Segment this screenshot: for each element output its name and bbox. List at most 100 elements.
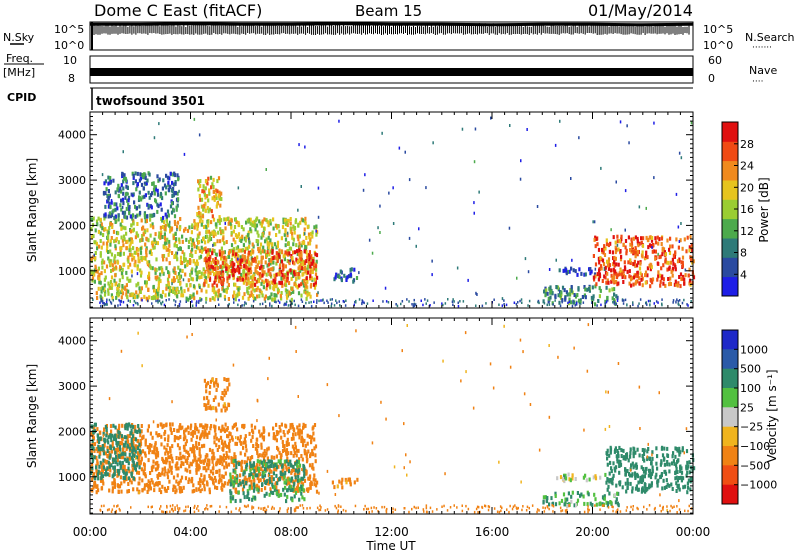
scatter-cell [204,432,206,436]
scatter-cell [306,293,308,297]
scatter-cell [145,454,147,458]
scatter-cell [218,194,220,198]
scatter-cell [160,266,162,270]
scatter-cell [217,231,219,235]
scatter-cell [152,481,154,485]
scatter-cell [135,179,137,183]
scatter-cell [670,282,672,286]
scatter-cell [238,223,240,227]
scatter-cell [282,267,284,271]
scatter-cell [110,222,112,226]
scatter-cell [204,193,206,197]
scatter-cell [219,221,221,225]
ground-scatter-cell [179,305,181,308]
scatter-cell [215,261,217,265]
ground-scatter-cell [538,302,540,305]
scatter-cell [425,186,427,189]
scatter-cell [113,473,115,477]
scatter-cell [600,264,602,268]
scatter-cell [254,283,256,287]
ground-scatter-cell [579,302,581,305]
scatter-cell [167,475,169,479]
scatter-cell [245,444,247,448]
scatter-cell [257,459,259,463]
ground-scatter-cell [673,299,675,302]
scatter-cell [110,435,112,439]
scatter-cell [208,462,210,466]
ground-scatter-cell [175,304,177,307]
scatter-cell [269,219,271,223]
scatter-cell [99,431,101,435]
scatter-cell [155,257,157,261]
scatter-cell [258,467,260,471]
scatter-cell [111,199,113,202]
ground-scatter-cell [682,302,684,305]
ground-scatter-cell [596,304,598,307]
scatter-cell [286,488,288,492]
scatter-cell [114,468,116,472]
scatter-cell [110,430,112,434]
scatter-cell [100,281,102,285]
scatter-cell [142,175,144,179]
scatter-cell [140,256,142,260]
scatter-cell [130,300,132,303]
scatter-cell [152,213,154,217]
scatter-cell [609,500,611,504]
scatter-cell [569,292,571,296]
noise-panel: N.Sky 10^5 10^0 10^5 10^0 N.Search ·····… [3,22,795,53]
scatter-cell [133,228,135,232]
ground-scatter-cell [576,302,578,305]
scatter-cell [117,483,119,487]
scatter-cell [608,267,610,271]
scatter-cell [148,424,150,428]
scatter-cell [198,240,200,244]
scatter-cell [232,295,234,299]
power-colorbar-swatch [722,238,738,258]
scatter-cell [203,484,205,488]
ground-scatter-cell [151,302,153,305]
scatter-cell [124,458,126,462]
scatter-cell [233,483,235,487]
power-colorbar-tick-label: 8 [740,247,747,260]
scatter-cell [280,471,282,475]
scatter-cell [255,473,257,477]
scatter-cell [298,498,300,502]
scatter-cell [253,289,255,293]
scatter-cell [308,257,310,261]
scatter-cell [144,487,146,491]
scatter-cell [189,253,191,257]
scatter-cell [572,491,574,495]
scatter-cell [338,120,340,123]
scatter-cell [372,252,374,255]
scatter-cell [182,269,184,273]
scatter-cell [239,481,241,485]
scatter-cell [213,481,215,485]
scatter-cell [656,278,658,282]
scatter-cell [180,247,182,251]
scatter-cell [122,187,124,191]
scatter-cell [197,188,199,192]
scatter-cell [206,483,208,487]
scatter-cell [220,456,222,460]
scatter-cell [225,423,227,427]
scatter-cell [306,470,308,474]
noise-right-tick-top: 10^5 [703,23,733,36]
scatter-cell [243,227,245,231]
scatter-cell [132,487,134,491]
scatter-cell [207,177,209,181]
scatter-cell [98,465,100,469]
scatter-cell [127,445,129,449]
scatter-cell [105,425,107,429]
scatter-cell [122,243,124,247]
scatter-cell [236,427,238,431]
scatter-cell [226,445,228,449]
scatter-cell [270,259,272,263]
scatter-cell [183,430,185,434]
scatter-cell [614,269,616,273]
scatter-cell [141,424,143,428]
scatter-cell [178,425,180,429]
scatter-cell [297,224,299,228]
scatter-cell [616,181,618,184]
scatter-cell [586,478,588,482]
scatter-cell [263,426,265,430]
